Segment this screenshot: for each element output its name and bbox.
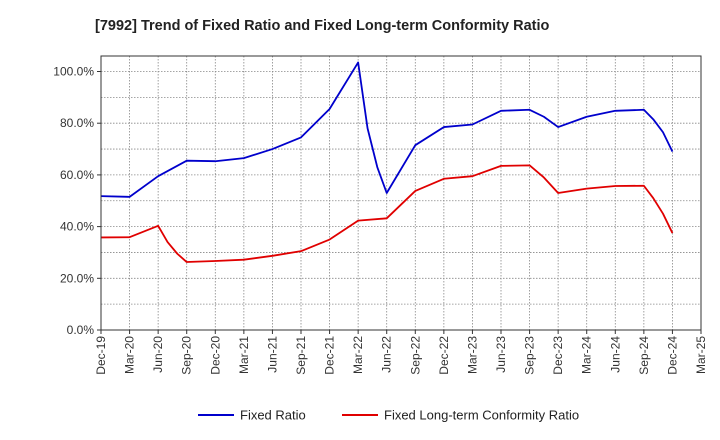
y-tick-label: 80.0% [60,116,94,130]
x-tick-label: Dec-22 [437,336,451,375]
legend-label-1: Fixed Ratio [240,408,306,423]
x-tick-label: Jun-20 [151,336,165,373]
legend-label-2: Fixed Long-term Conformity Ratio [384,408,579,423]
x-tick-label: Mar-25 [694,336,708,374]
x-tick-label: Dec-23 [551,336,565,375]
x-tick-label: Mar-23 [465,336,479,374]
x-tick-label: Jun-22 [380,336,394,373]
x-tick-label: Sep-23 [523,336,537,375]
gridlines [101,56,701,330]
x-tick-label: Jun-24 [608,336,622,373]
x-tick-label: Mar-22 [351,336,365,374]
y-tick-label: 100.0% [53,65,94,79]
y-axis-ticks: 0.0% 20.0% 40.0% 60.0% 80.0% 100.0% [53,65,101,337]
plot-area [101,56,701,330]
x-tick-label: Jun-23 [494,336,508,373]
legend: Fixed Ratio Fixed Long-term Conformity Ra… [198,408,579,423]
series-lines [100,61,674,263]
x-axis-ticks: Dec-19 Mar-20 Jun-20 Sep-20 Dec-20 Mar-21 Jun-… [94,330,708,375]
x-tick-label: Sep-22 [408,336,422,375]
plot-frame [100,55,702,331]
x-tick-label: Mar-20 [123,336,137,374]
x-tick-label: Sep-24 [637,336,651,375]
x-tick-label: Jun-21 [265,336,279,373]
x-tick-label: Sep-20 [180,336,194,375]
x-tick-label: Dec-20 [208,336,222,375]
x-tick-label: Dec-24 [665,336,679,375]
x-tick-label: Dec-21 [323,336,337,375]
series-line-2 [100,164,674,263]
x-tick-label: Sep-21 [294,336,308,375]
x-tick-label: Dec-19 [94,336,108,375]
x-tick-label: Mar-21 [237,336,251,374]
y-tick-label: 20.0% [60,271,94,285]
chart-title: [7992] Trend of Fixed Ratio and Fixed Lo… [95,18,550,34]
y-tick-label: 0.0% [67,323,95,337]
y-tick-label: 40.0% [60,220,94,234]
y-tick-label: 60.0% [60,168,94,182]
x-tick-label: Mar-24 [580,336,594,374]
series-line-1 [100,61,674,198]
